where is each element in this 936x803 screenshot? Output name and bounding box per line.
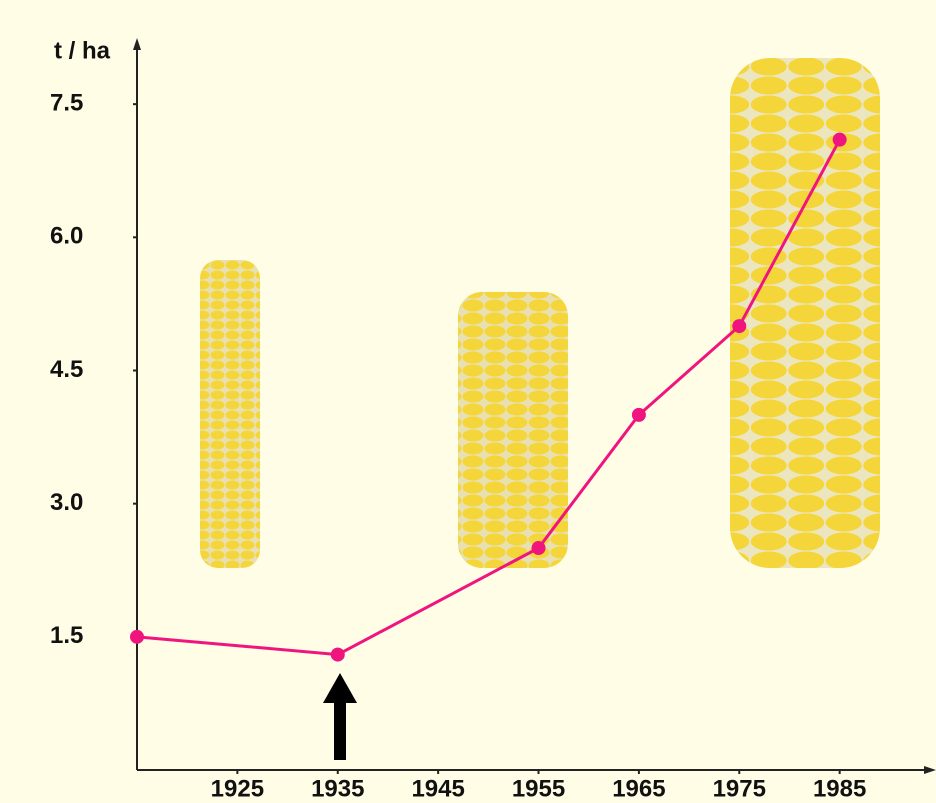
page: t / ha 1.5 3.0 4.5 6.0 7.5 1925 1935 1945 1955 19… <box>0 0 936 803</box>
corn-cob <box>458 292 568 568</box>
x-tick-label: 1965 <box>612 775 665 802</box>
data-point <box>833 133 847 147</box>
x-tick-label: 1935 <box>311 775 364 802</box>
y-tick-label: 3.0 <box>50 489 83 516</box>
data-point <box>732 319 746 333</box>
data-point <box>130 630 144 644</box>
pointer-arrow <box>323 673 357 760</box>
corn-illustrations <box>200 58 880 568</box>
x-tick-label: 1985 <box>813 775 866 802</box>
x-tick-label: 1975 <box>713 775 766 802</box>
y-tick-label: 6.0 <box>50 223 83 250</box>
y-tick-label: 7.5 <box>50 89 83 116</box>
x-tick-label: 1925 <box>211 775 264 802</box>
y-tick-label: 1.5 <box>50 622 83 649</box>
axis-arrow <box>133 38 141 50</box>
axis-arrow <box>924 766 936 774</box>
x-tick-label: 1945 <box>411 775 464 802</box>
data-point <box>532 541 546 555</box>
corn-cob <box>200 260 260 568</box>
x-tick-label: 1955 <box>512 775 565 802</box>
y-tick-label: 4.5 <box>50 356 83 383</box>
data-point <box>331 648 345 662</box>
chart: t / ha 1.5 3.0 4.5 6.0 7.5 1925 1935 1945 1955 19… <box>0 0 936 803</box>
corn-cob <box>730 58 880 568</box>
data-point <box>632 408 646 422</box>
y-axis-label: t / ha <box>54 37 111 64</box>
